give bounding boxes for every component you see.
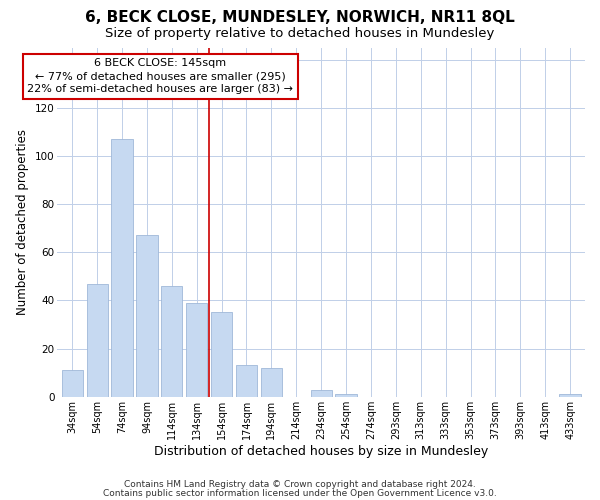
Bar — [186, 303, 207, 397]
Bar — [136, 236, 158, 397]
Text: Contains HM Land Registry data © Crown copyright and database right 2024.: Contains HM Land Registry data © Crown c… — [124, 480, 476, 489]
X-axis label: Distribution of detached houses by size in Mundesley: Distribution of detached houses by size … — [154, 444, 488, 458]
Bar — [62, 370, 83, 397]
Bar — [236, 366, 257, 397]
Bar — [112, 139, 133, 397]
Bar — [86, 284, 108, 397]
Bar — [559, 394, 581, 397]
Text: 6, BECK CLOSE, MUNDESLEY, NORWICH, NR11 8QL: 6, BECK CLOSE, MUNDESLEY, NORWICH, NR11 … — [85, 10, 515, 25]
Text: Contains public sector information licensed under the Open Government Licence v3: Contains public sector information licen… — [103, 488, 497, 498]
Text: Size of property relative to detached houses in Mundesley: Size of property relative to detached ho… — [106, 28, 494, 40]
Y-axis label: Number of detached properties: Number of detached properties — [16, 129, 29, 315]
Bar — [335, 394, 356, 397]
Bar — [261, 368, 282, 397]
Bar — [161, 286, 182, 397]
Text: 6 BECK CLOSE: 145sqm
← 77% of detached houses are smaller (295)
22% of semi-deta: 6 BECK CLOSE: 145sqm ← 77% of detached h… — [27, 58, 293, 94]
Bar — [211, 312, 232, 397]
Bar — [311, 390, 332, 397]
